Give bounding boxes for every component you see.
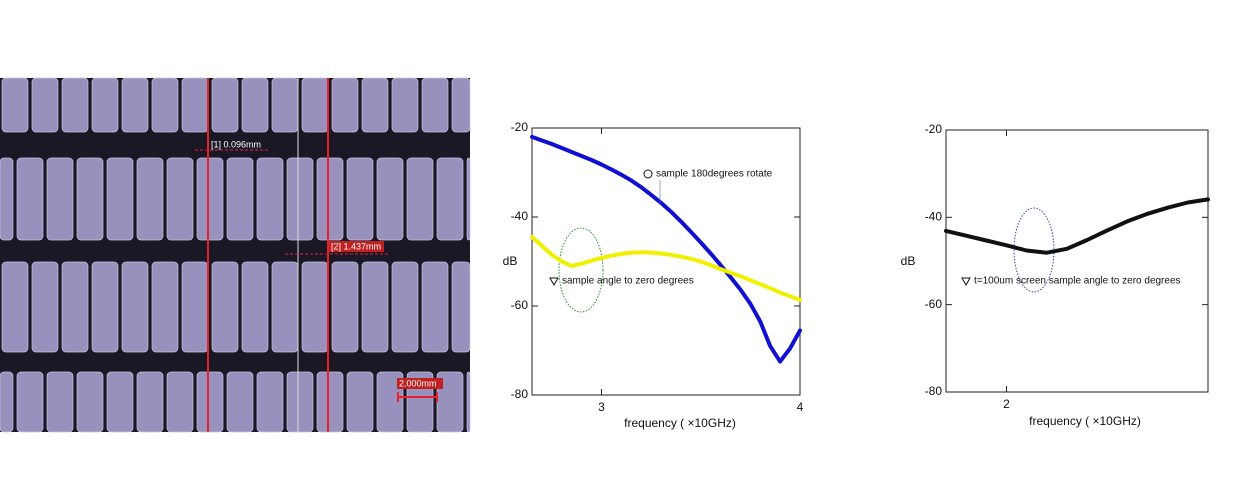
pad bbox=[181, 77, 209, 133]
pad bbox=[166, 157, 194, 241]
pad bbox=[166, 371, 194, 433]
y-axis-label: dB bbox=[901, 254, 916, 268]
legend-marker bbox=[643, 169, 653, 179]
pad bbox=[196, 371, 224, 433]
pad bbox=[301, 261, 329, 353]
pad bbox=[286, 157, 314, 241]
y-tick-label: -40 bbox=[511, 209, 529, 223]
pad bbox=[466, 371, 471, 433]
pad bbox=[76, 371, 104, 433]
legend-marker bbox=[961, 277, 971, 287]
y-tick-label: -60 bbox=[925, 297, 943, 311]
pad bbox=[121, 261, 149, 353]
x-axis-label: frequency ( ×10GHz) bbox=[624, 416, 736, 430]
pad bbox=[196, 157, 224, 241]
series-line bbox=[530, 235, 802, 302]
pad bbox=[121, 77, 149, 133]
pad bbox=[391, 77, 419, 133]
pad bbox=[436, 157, 464, 241]
pad bbox=[211, 77, 239, 133]
pad bbox=[346, 157, 374, 241]
y-axis-label: dB bbox=[503, 254, 518, 268]
scale-label: 2.000mm bbox=[399, 378, 437, 388]
pad bbox=[106, 371, 134, 433]
pad bbox=[331, 261, 359, 353]
pad bbox=[136, 371, 164, 433]
pad bbox=[1, 261, 29, 353]
pad bbox=[406, 157, 434, 241]
legend-label: sample 180degrees rotate bbox=[656, 169, 773, 180]
pad bbox=[91, 77, 119, 133]
label-bg bbox=[397, 378, 443, 389]
y-tick-label: -60 bbox=[511, 298, 529, 312]
pad bbox=[31, 261, 59, 353]
pad bbox=[466, 157, 471, 241]
pad bbox=[376, 157, 404, 241]
y-tick-label: -40 bbox=[925, 210, 943, 224]
plot-frame bbox=[531, 127, 801, 396]
pad bbox=[271, 261, 299, 353]
pad bbox=[316, 157, 344, 241]
legend-label: t=100um screen sample angle to zero degr… bbox=[974, 276, 1181, 287]
pad bbox=[31, 77, 59, 133]
pads bbox=[0, 77, 471, 433]
pad bbox=[151, 77, 179, 133]
y-tick-label: -20 bbox=[511, 120, 529, 134]
pad bbox=[0, 157, 14, 241]
pad bbox=[136, 157, 164, 241]
pad bbox=[46, 157, 74, 241]
pad bbox=[451, 261, 471, 353]
pad bbox=[421, 77, 449, 133]
label-bg bbox=[329, 241, 384, 252]
pad bbox=[61, 261, 89, 353]
y-tick-label: -80 bbox=[925, 384, 943, 398]
y-tick-label: -20 bbox=[925, 122, 943, 136]
pad bbox=[361, 77, 389, 133]
pad bbox=[16, 157, 44, 241]
pad bbox=[151, 261, 179, 353]
pad bbox=[256, 371, 284, 433]
pad bbox=[61, 77, 89, 133]
pad bbox=[301, 77, 329, 133]
pad bbox=[106, 157, 134, 241]
highlight bbox=[558, 227, 604, 313]
pad bbox=[16, 371, 44, 433]
pad bbox=[226, 371, 254, 433]
pad bbox=[46, 371, 74, 433]
y-tick-label: -80 bbox=[511, 387, 529, 401]
x-tick-label: 2 bbox=[1003, 397, 1010, 411]
pad bbox=[241, 261, 269, 353]
pad bbox=[286, 371, 314, 433]
annotation: [2] 1.437mm bbox=[331, 241, 381, 251]
pad bbox=[226, 157, 254, 241]
pad bbox=[76, 157, 104, 241]
series-line bbox=[530, 134, 802, 364]
pad bbox=[271, 77, 299, 133]
pad bbox=[421, 261, 449, 353]
pad bbox=[181, 261, 209, 353]
pad bbox=[346, 371, 374, 433]
pad bbox=[1, 77, 29, 133]
annotation: [1] 0.096mm bbox=[211, 139, 261, 149]
pad bbox=[331, 77, 359, 133]
pad bbox=[376, 371, 404, 433]
scale-bar bbox=[397, 392, 438, 402]
pad bbox=[91, 261, 119, 353]
pad bbox=[451, 77, 471, 133]
x-axis-label: frequency ( ×10GHz) bbox=[1029, 414, 1141, 428]
pad bbox=[211, 261, 239, 353]
pad bbox=[241, 77, 269, 133]
pad bbox=[361, 261, 389, 353]
pad bbox=[316, 371, 344, 433]
plot-frame bbox=[945, 129, 1209, 393]
pad bbox=[256, 157, 284, 241]
x-tick-label: 4 bbox=[797, 400, 804, 414]
legend-label: sample angle to zero degrees bbox=[562, 276, 694, 287]
pad bbox=[0, 371, 14, 433]
pad bbox=[391, 261, 419, 353]
series-line bbox=[944, 197, 1210, 255]
x-tick-label: 3 bbox=[598, 400, 605, 414]
legend-marker bbox=[549, 277, 559, 287]
